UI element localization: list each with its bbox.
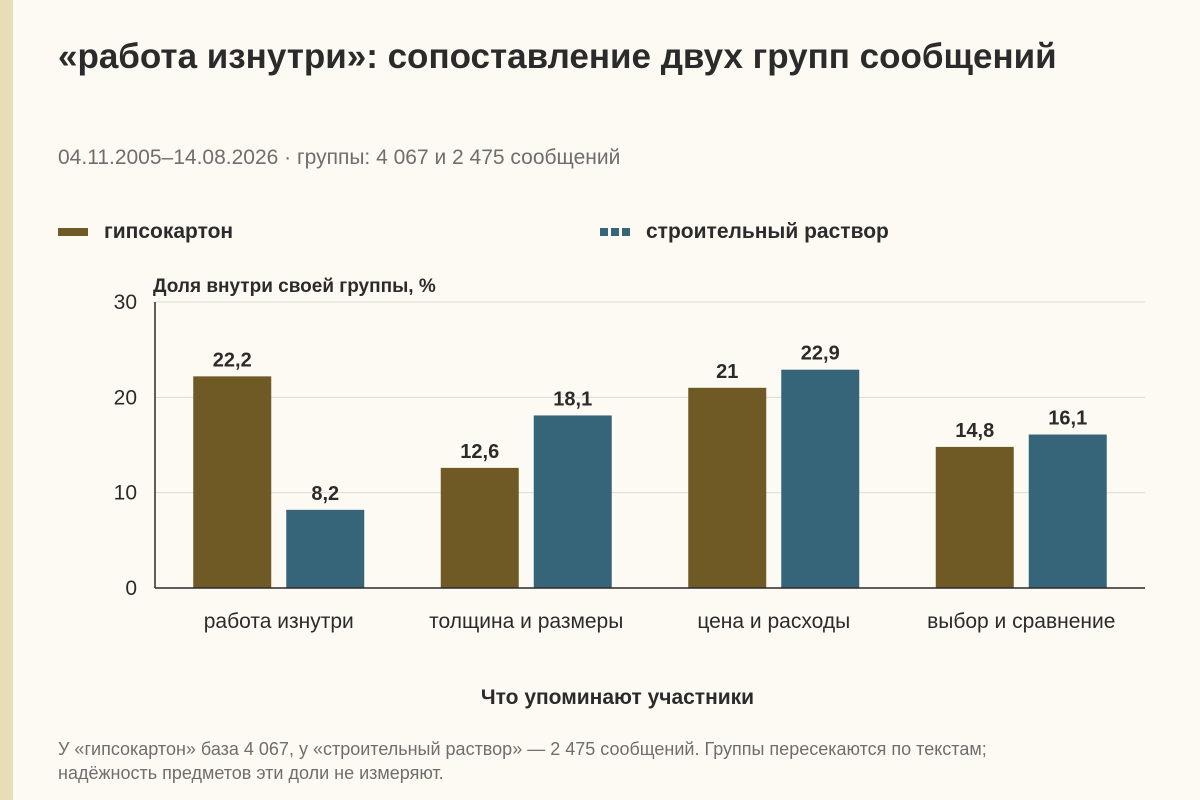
- legend-label-mortar: строительный раствор: [646, 220, 889, 243]
- chart-subtitle: 04.11.2005–14.08.2026 · группы: 4 067 и …: [58, 146, 621, 169]
- data-label: 8,2: [311, 483, 339, 505]
- bar-mortar: [533, 415, 612, 588]
- left-accent-stripe: [0, 0, 13, 800]
- y-tick-label: 10: [114, 482, 137, 505]
- bar-mortar: [1028, 434, 1107, 588]
- data-label: 22,9: [801, 343, 840, 365]
- bar-gypsum: [193, 376, 272, 588]
- y-tick-label: 30: [114, 291, 137, 314]
- data-label: 12,6: [460, 441, 499, 463]
- bar-gypsum: [440, 467, 519, 588]
- y-tick-label: 20: [114, 386, 137, 409]
- x-tick-label: цена и расходы: [697, 610, 850, 633]
- data-label: 14,8: [955, 420, 994, 442]
- legend-label-gypsum: гипсокартон: [104, 220, 234, 243]
- data-label: 22,2: [213, 349, 252, 371]
- bar-mortar: [781, 369, 860, 588]
- x-tick-label: работа изнутри: [204, 610, 354, 633]
- bar-gypsum: [688, 387, 767, 588]
- x-tick-label: выбор и сравнение: [927, 610, 1115, 633]
- legend-swatch-gypsum: [58, 228, 88, 236]
- data-label: 18,1: [553, 388, 592, 410]
- y-axis-label: Доля внутри своей группы, %: [153, 276, 436, 297]
- chart-title: «работа изнутри»: сопоставление двух гру…: [58, 37, 1057, 76]
- x-tick-label: толщина и размеры: [429, 610, 623, 633]
- data-label: 21: [716, 361, 738, 383]
- bar-mortar: [286, 509, 365, 588]
- legend-item-gypsum: гипсокартон: [58, 220, 233, 244]
- legend-item-mortar: строительный раствор: [600, 220, 889, 244]
- footnote: У «гипсокартон» база 4 067, у «строитель…: [58, 739, 987, 783]
- data-label: 16,1: [1048, 408, 1087, 430]
- y-tick-label: 0: [125, 577, 137, 600]
- bar-gypsum: [935, 446, 1014, 588]
- legend-swatch-mortar: [600, 228, 630, 236]
- x-axis-label: Что упоминают участники: [480, 686, 755, 709]
